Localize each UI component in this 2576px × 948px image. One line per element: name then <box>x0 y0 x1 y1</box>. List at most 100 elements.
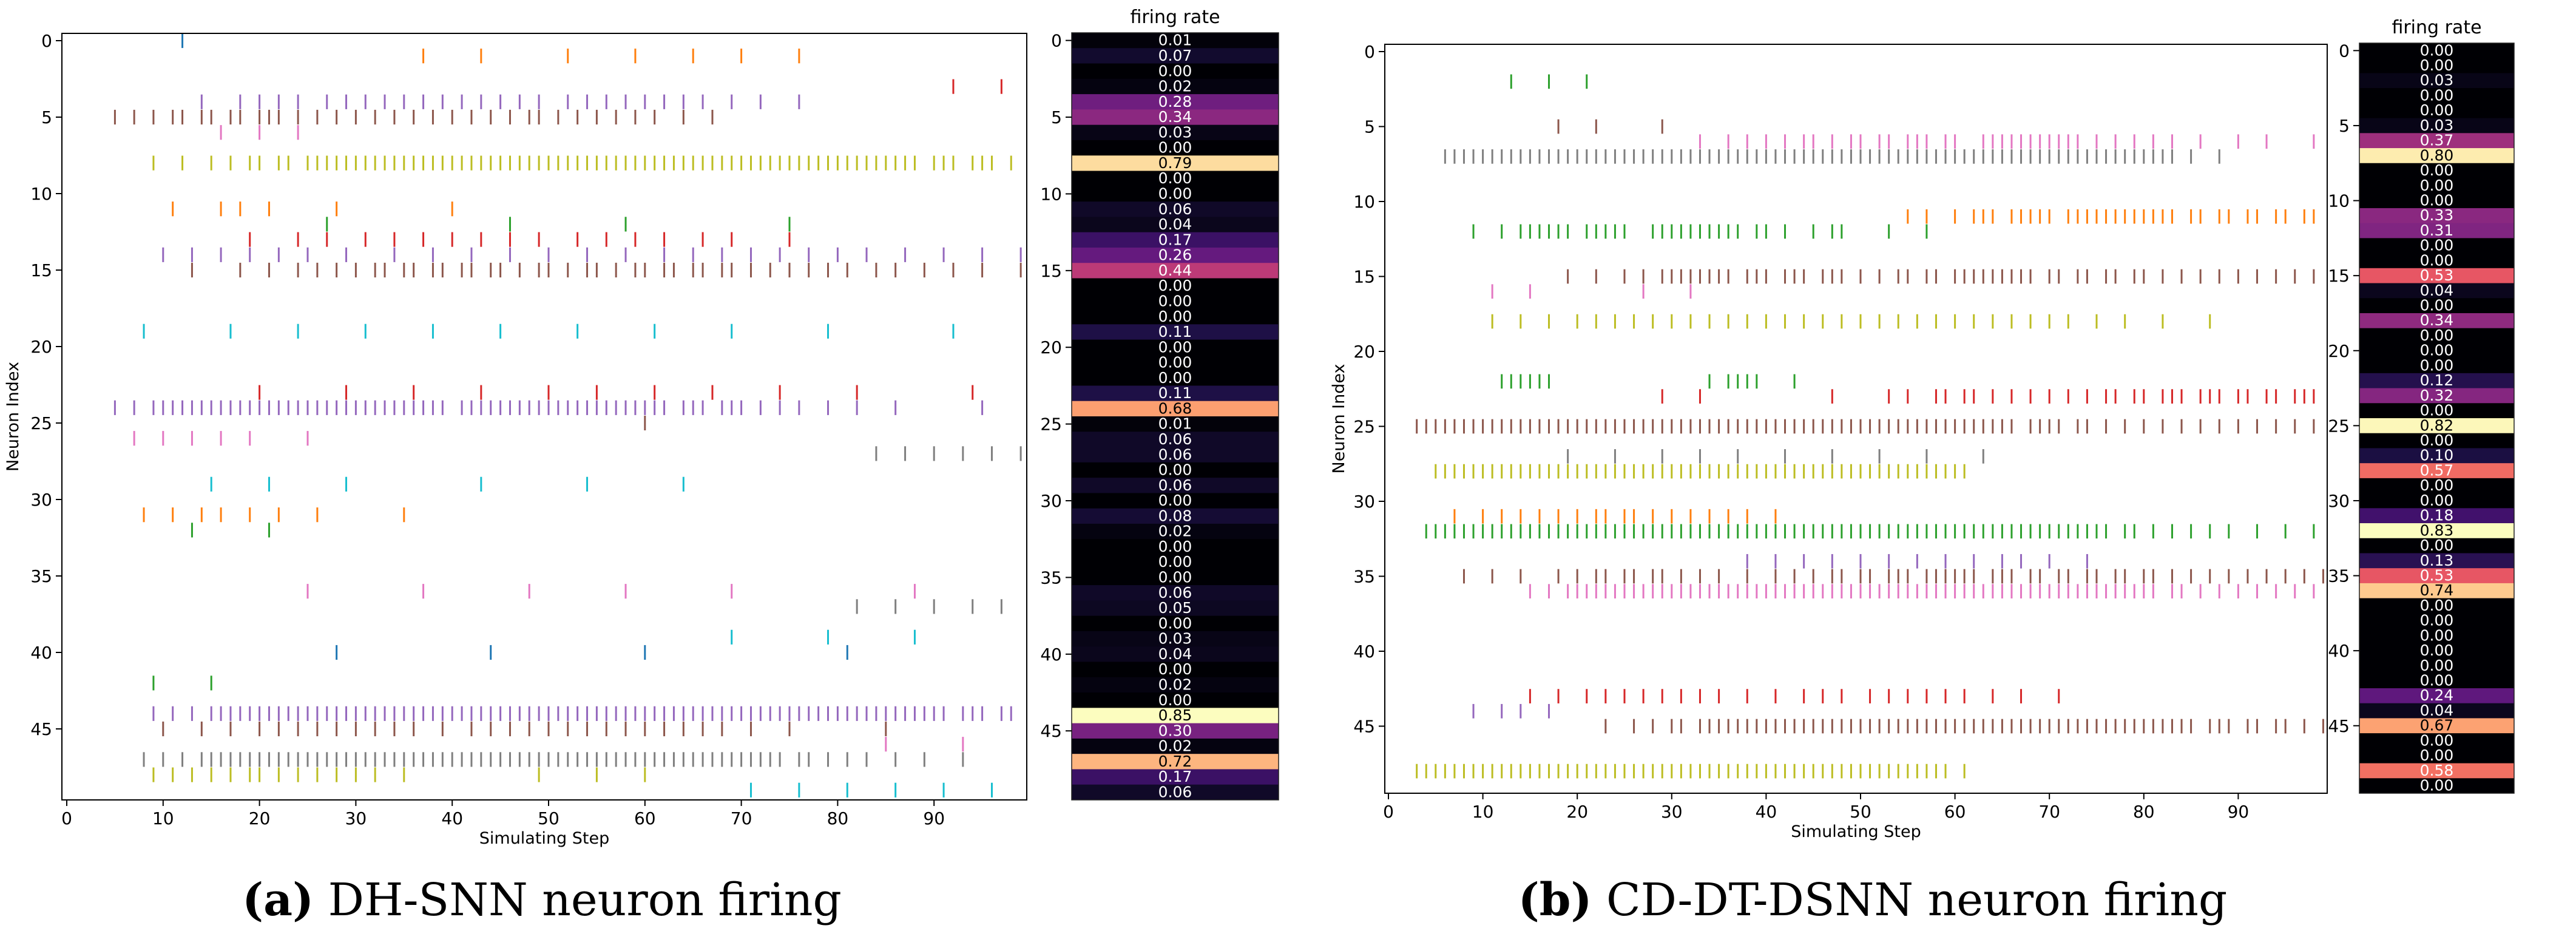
heatmap-cell <box>2359 358 2514 374</box>
heatmap-cell <box>1072 140 1279 156</box>
x-tick-label: 90 <box>2228 802 2250 822</box>
heatmap-cell-label: 0.53 <box>2420 266 2454 284</box>
heatmap-cell-label: 0.10 <box>2420 447 2454 464</box>
heatmap-cell <box>1072 247 1279 263</box>
heatmap-cell <box>1072 385 1279 402</box>
heatmap-cell <box>1072 508 1279 524</box>
heatmap-cell-label: 0.00 <box>2420 327 2454 344</box>
heatmap-cell <box>2359 238 2514 254</box>
caption-a: (a) DH-SNN neuron firing <box>242 874 842 926</box>
heatmap-cell <box>2359 268 2514 284</box>
heatmap-cell <box>2359 538 2514 554</box>
heatmap-cell-label: 0.00 <box>1158 169 1192 187</box>
x-tick-label: 70 <box>731 808 752 828</box>
heatmap-cell-label: 0.00 <box>1158 538 1192 555</box>
heatmap-cell-label: 0.00 <box>1158 338 1192 356</box>
heatmap-cell-label: 0.03 <box>2420 117 2454 134</box>
heatmap-cell-label: 0.06 <box>1158 200 1192 218</box>
heatmap-cell-label: 0.00 <box>2420 672 2454 689</box>
heatmap-cell <box>2359 43 2514 59</box>
heatmap-cell <box>2359 478 2514 494</box>
heatmap-cell <box>2359 208 2514 224</box>
heatmap-y-tick-label: 35 <box>2328 566 2350 586</box>
heatmap-cell-label: 0.08 <box>1158 507 1192 524</box>
y-tick-label: 30 <box>30 490 52 510</box>
heatmap-cell-label: 0.00 <box>2420 191 2454 209</box>
x-axis-label: Simulating Step <box>1791 822 1921 841</box>
x-tick-label: 50 <box>538 808 559 828</box>
heatmap-cell <box>1072 600 1279 617</box>
y-tick-label: 35 <box>30 566 52 586</box>
heatmap-cell-label: 0.02 <box>1158 78 1192 95</box>
heatmap-cell <box>1072 63 1279 80</box>
x-tick-label: 60 <box>634 808 656 828</box>
x-tick-label: 80 <box>827 808 849 828</box>
heatmap-cell-label: 0.00 <box>1158 62 1192 80</box>
heatmap-cell-label: 0.01 <box>1158 32 1192 49</box>
heatmap-cell <box>2359 283 2514 299</box>
heatmap-title: firing rate <box>2392 17 2481 38</box>
heatmap-cell-label: 0.17 <box>1158 768 1192 785</box>
heatmap-cell-label: 0.06 <box>1158 445 1192 463</box>
caption-a-text: DH-SNN neuron firing <box>314 874 842 926</box>
caption-a-letter: (a) <box>242 874 314 926</box>
heatmap-y-tick-label: 10 <box>2328 191 2350 211</box>
heatmap-cell-label: 0.00 <box>2420 731 2454 749</box>
y-tick-label: 5 <box>1364 117 1375 137</box>
heatmap-cell <box>2359 373 2514 389</box>
y-tick-label: 20 <box>1353 342 1375 362</box>
heatmap-cell <box>2359 403 2514 419</box>
heatmap-cell <box>1072 33 1279 49</box>
heatmap-cell-label: 0.00 <box>2420 537 2454 554</box>
heatmap-cell <box>2359 133 2514 149</box>
heatmap-cell <box>2359 628 2514 644</box>
heatmap-cell <box>1072 124 1279 141</box>
heatmap-cell <box>1072 569 1279 586</box>
heatmap-y-tick-label: 45 <box>1040 721 1062 741</box>
x-tick-label: 30 <box>345 808 367 828</box>
x-tick-label: 90 <box>923 808 945 828</box>
raster-axes-frame-a <box>61 33 1027 801</box>
heatmap-cell <box>2359 748 2514 764</box>
heatmap-y-tick-label: 5 <box>1051 107 1062 127</box>
heatmap-cell-label: 0.00 <box>2420 251 2454 269</box>
y-tick-label: 40 <box>1353 642 1375 662</box>
heatmap-cell <box>1072 78 1279 95</box>
heatmap-cell-label: 0.07 <box>1158 47 1192 64</box>
heatmap-cell <box>2359 463 2514 479</box>
heatmap-cell <box>1072 171 1279 187</box>
heatmap-cell-label: 0.00 <box>1158 691 1192 709</box>
heatmap-cell <box>2359 313 2514 329</box>
heatmap-cell-label: 0.00 <box>1158 492 1192 509</box>
heatmap-cell-label: 0.26 <box>1158 246 1192 264</box>
heatmap-cell <box>2359 118 2514 134</box>
heatmap-y-tick-label: 40 <box>1040 645 1062 665</box>
heatmap-cell <box>2359 193 2514 209</box>
heatmap-cell-label: 0.00 <box>2420 492 2454 509</box>
heatmap-cell-label: 0.02 <box>1158 737 1192 755</box>
heatmap-cell <box>1072 738 1279 754</box>
heatmap-frame-a <box>1071 32 1279 801</box>
heatmap-cell-label: 0.34 <box>2420 311 2454 329</box>
heatmap-cell-label: 0.00 <box>2420 237 2454 254</box>
heatmap-y-tick-label: 30 <box>2328 491 2350 511</box>
y-tick-label: 45 <box>1353 717 1375 737</box>
heatmap-cell-label: 0.72 <box>1158 753 1192 770</box>
heatmap-cell-label: 0.00 <box>2420 41 2454 59</box>
heatmap-cell-label: 0.00 <box>2420 657 2454 674</box>
heatmap-cell-label: 0.00 <box>2420 297 2454 314</box>
y-tick-label: 30 <box>1353 492 1375 512</box>
heatmap-cell <box>2359 658 2514 674</box>
heatmap-cell-label: 0.03 <box>1158 630 1192 648</box>
heatmap-cell <box>1072 309 1279 325</box>
heatmap-cell <box>2359 763 2514 779</box>
heatmap-cell-label: 0.04 <box>2420 702 2454 719</box>
heatmap-y-tick-label: 35 <box>1040 567 1062 587</box>
heatmap-cell <box>2359 73 2514 89</box>
heatmap-cell <box>2359 643 2514 659</box>
heatmap-cell <box>1072 217 1279 233</box>
heatmap-cell-label: 0.00 <box>2420 101 2454 119</box>
x-tick-label: 50 <box>1850 802 1871 822</box>
heatmap-y-tick-label: 20 <box>2328 341 2350 361</box>
